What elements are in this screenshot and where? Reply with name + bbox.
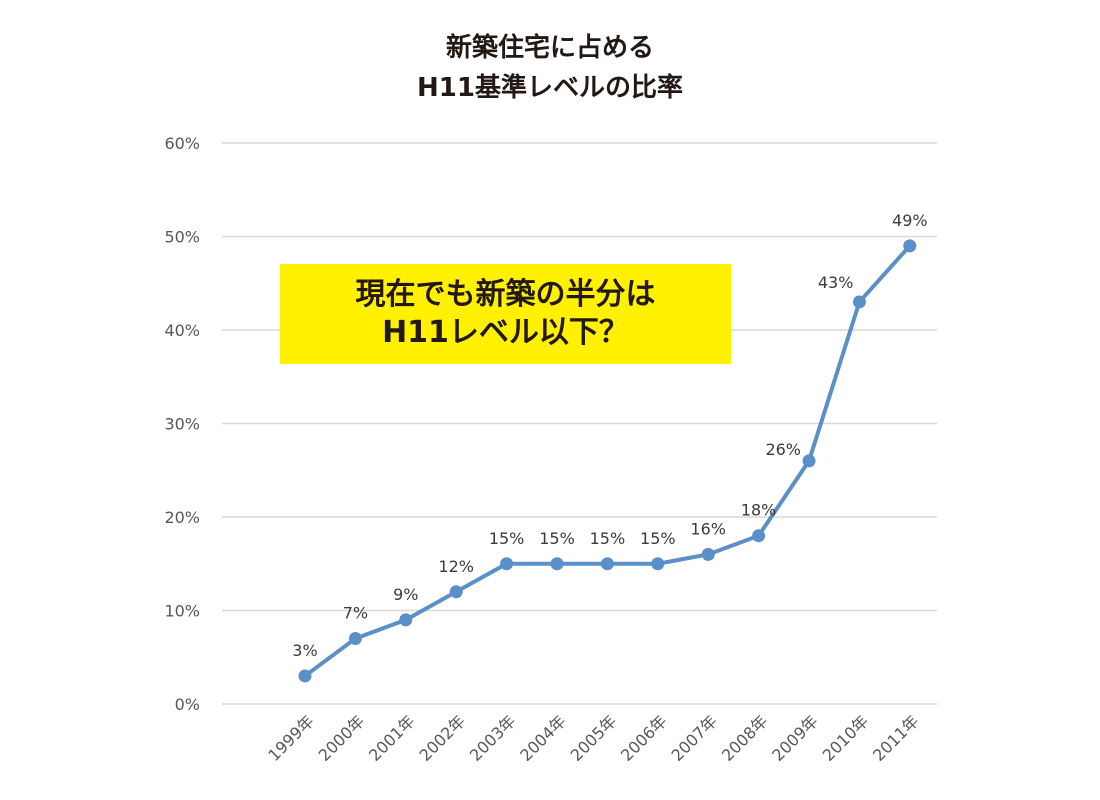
- x-tick-label: 2002年: [415, 711, 469, 765]
- x-tick-label: 2005年: [567, 711, 621, 765]
- x-tick-label: 2007年: [667, 711, 721, 765]
- data-point: [500, 557, 514, 571]
- data-point: [550, 557, 564, 571]
- data-point: [903, 239, 917, 253]
- data-label: 15%: [539, 529, 575, 548]
- data-label: 3%: [292, 641, 317, 660]
- y-tick-label: 0%: [175, 695, 200, 714]
- x-tick-label: 2004年: [516, 711, 570, 765]
- x-tick-label: 2008年: [718, 711, 772, 765]
- data-point: [348, 632, 362, 646]
- y-tick-label: 40%: [164, 321, 200, 340]
- data-label: 16%: [690, 519, 726, 538]
- y-tick-label: 20%: [164, 508, 200, 527]
- x-tick-label: 2003年: [466, 711, 520, 765]
- data-label: 18%: [741, 501, 777, 520]
- x-tick-label: 2006年: [617, 711, 671, 765]
- x-tick-label: 2011年: [869, 711, 923, 765]
- x-tick-label: 2001年: [365, 711, 419, 765]
- callout-box: 現在でも新築の半分は H11レベル以下？: [280, 264, 731, 364]
- data-label: 49%: [892, 211, 928, 230]
- x-tick-label: 1999年: [264, 711, 318, 765]
- y-tick-label: 10%: [164, 602, 200, 621]
- callout-line-1: 現在でも新築の半分は: [355, 277, 656, 312]
- data-label: 15%: [640, 529, 676, 548]
- data-point: [399, 613, 413, 627]
- data-point: [701, 547, 715, 561]
- data-points: [298, 239, 917, 683]
- data-label: 26%: [765, 440, 801, 459]
- data-point: [752, 529, 766, 543]
- chart-title: 新築住宅に占める H11基準レベルの比率: [0, 28, 1100, 108]
- data-point: [298, 669, 312, 683]
- data-point: [852, 295, 866, 309]
- data-point: [802, 454, 816, 468]
- data-label: 15%: [590, 529, 626, 548]
- y-axis-ticks: 0% 10% 20% 30% 40% 50% 60%: [164, 134, 200, 714]
- data-point: [449, 585, 463, 599]
- data-label: 12%: [438, 557, 474, 576]
- x-tick-label: 2010年: [819, 711, 873, 765]
- data-point: [600, 557, 614, 571]
- x-axis-ticks: 1999年2000年2001年2002年2003年2004年2005年2006年…: [264, 711, 922, 765]
- gridlines: [222, 142, 937, 705]
- data-point: [651, 557, 665, 571]
- y-tick-label: 50%: [164, 228, 200, 247]
- data-label: 9%: [393, 585, 418, 604]
- x-tick-label: 2000年: [315, 711, 369, 765]
- chart-title-line-2: H11基準レベルの比率: [417, 73, 683, 103]
- y-tick-label: 60%: [164, 134, 200, 153]
- data-label: 7%: [343, 604, 368, 623]
- data-label: 43%: [818, 273, 854, 292]
- y-tick-label: 30%: [164, 415, 200, 434]
- x-tick-label: 2009年: [768, 711, 822, 765]
- data-label: 15%: [489, 529, 525, 548]
- chart-title-line-1: 新築住宅に占める: [445, 33, 654, 63]
- callout-line-2: H11レベル以下？: [382, 315, 629, 350]
- data-labels: 3% 7% 9% 12% 15% 15% 15% 15% 16% 18% 26% 43% 49%: [292, 211, 927, 660]
